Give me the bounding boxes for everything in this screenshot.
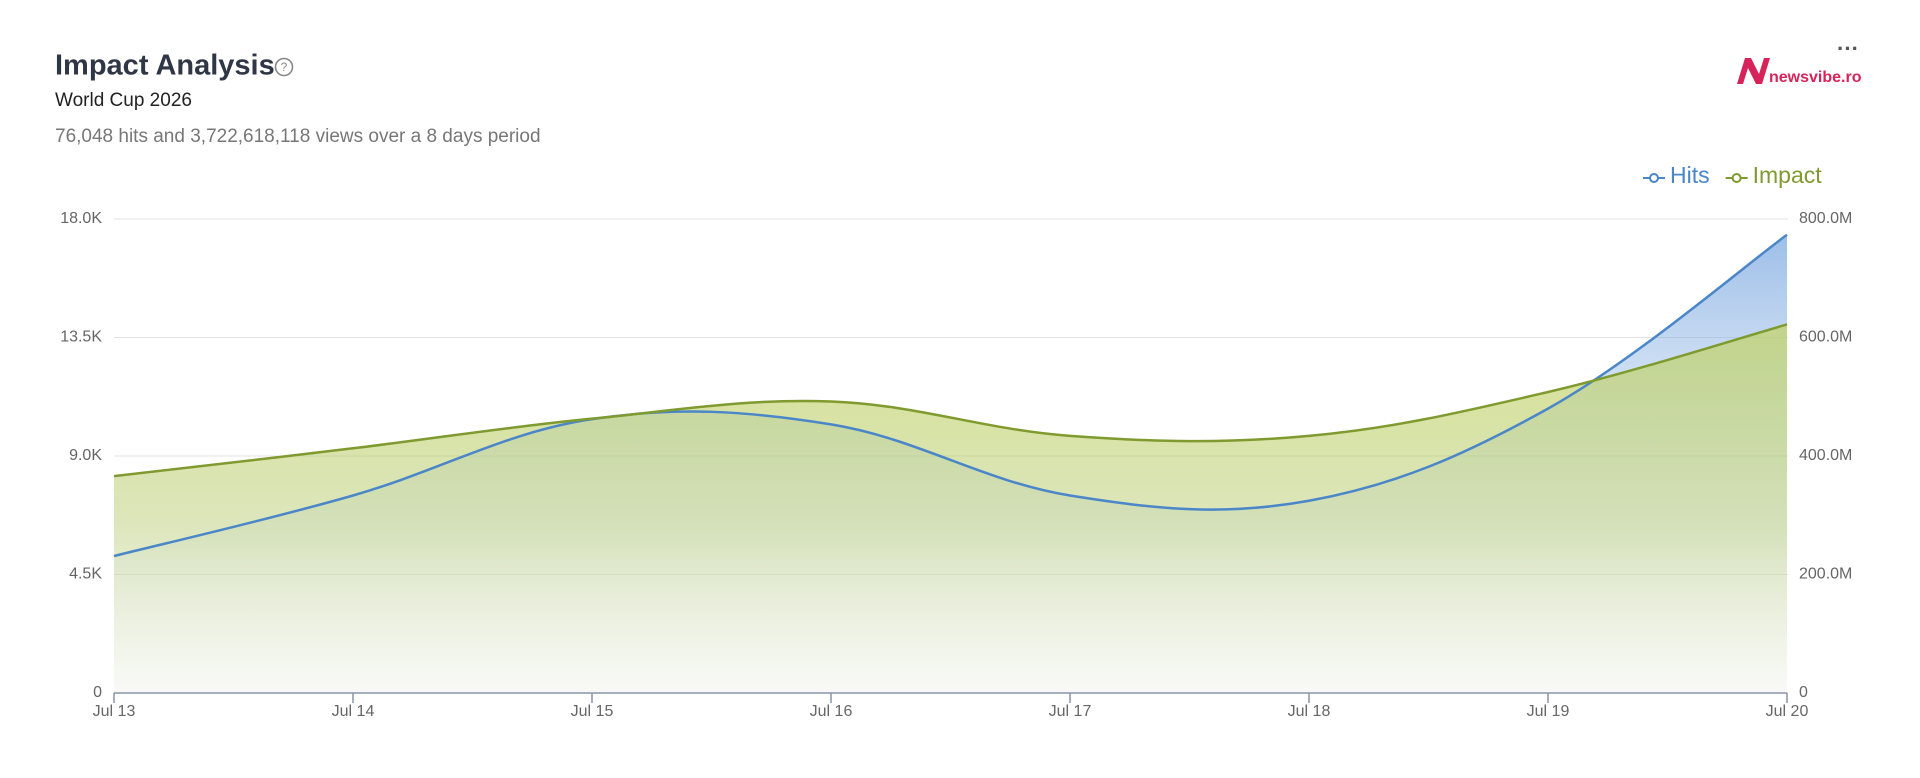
y-tick-label: 9.0K [69,447,102,464]
series-line [113,233,1788,558]
x-tick-label: Jul 14 [332,703,375,720]
legend-label: Hits [1670,162,1710,188]
plot [113,233,1788,694]
y-tick-label: 13.5K [60,329,102,346]
chart-description: 76,048 hits and 3,722,618,118 views over… [55,126,541,147]
legend-item[interactable]: Hits [1643,162,1710,188]
chart-subtitle: World Cup 2026 [55,90,192,111]
series-line [113,323,1788,478]
x-tick-label: Jul 16 [810,703,853,720]
legend-item[interactable]: Impact [1725,162,1823,188]
logo: newsvibe.ro [1737,58,1862,86]
y-tick-label: 4.5K [69,566,102,583]
y-tick-label: 18.0K [60,210,102,227]
x-tick-label: Jul 20 [1766,703,1809,720]
legend: Hits Impact [1643,162,1822,188]
chart-title: Impact Analysis [55,50,275,82]
y2-tick-label: 600.0M [1799,329,1852,346]
x-tick-label: Jul 18 [1288,703,1331,720]
menu-button[interactable]: ··· [1837,36,1859,61]
y2-tick-label: 200.0M [1799,566,1852,583]
x-tick-label: Jul 19 [1527,703,1570,720]
x-tick-label: Jul 15 [571,703,614,720]
y2-tick-label: 800.0M [1799,210,1852,227]
y-tick-label: 0 [93,684,102,701]
logo-text: newsvibe.ro [1769,69,1862,86]
legend-marker [1731,173,1742,183]
y2-tick-label: 400.0M [1799,447,1852,464]
axes: 0 4.5K 9.0K 13.5K 18.0K 0 200.0M 400.0M 600.0M 80… [60,210,1852,720]
legend-label: Impact [1753,162,1823,188]
svg-text:?: ? [281,60,288,74]
x-tick-label: Jul 13 [93,703,136,720]
y2-tick-label: 0 [1799,684,1808,701]
legend-marker [1649,173,1659,183]
help-icon[interactable]: ? [274,57,294,77]
area-fill [114,324,1787,693]
x-tick-label: Jul 17 [1049,703,1092,720]
